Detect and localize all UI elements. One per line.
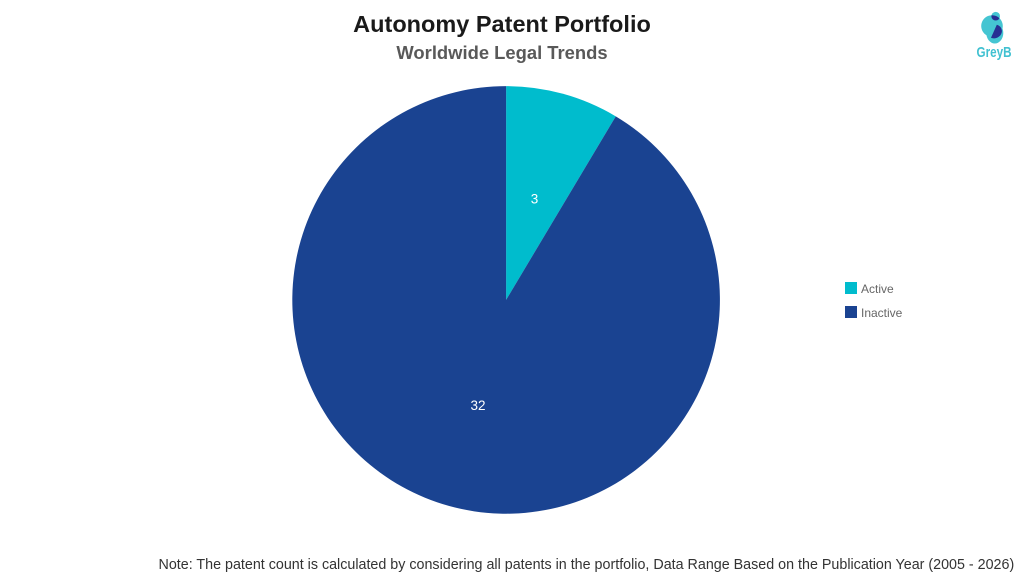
svg-text:GreyB: GreyB [977, 44, 1012, 61]
svg-text:32: 32 [470, 398, 485, 413]
svg-text:3: 3 [531, 191, 539, 206]
